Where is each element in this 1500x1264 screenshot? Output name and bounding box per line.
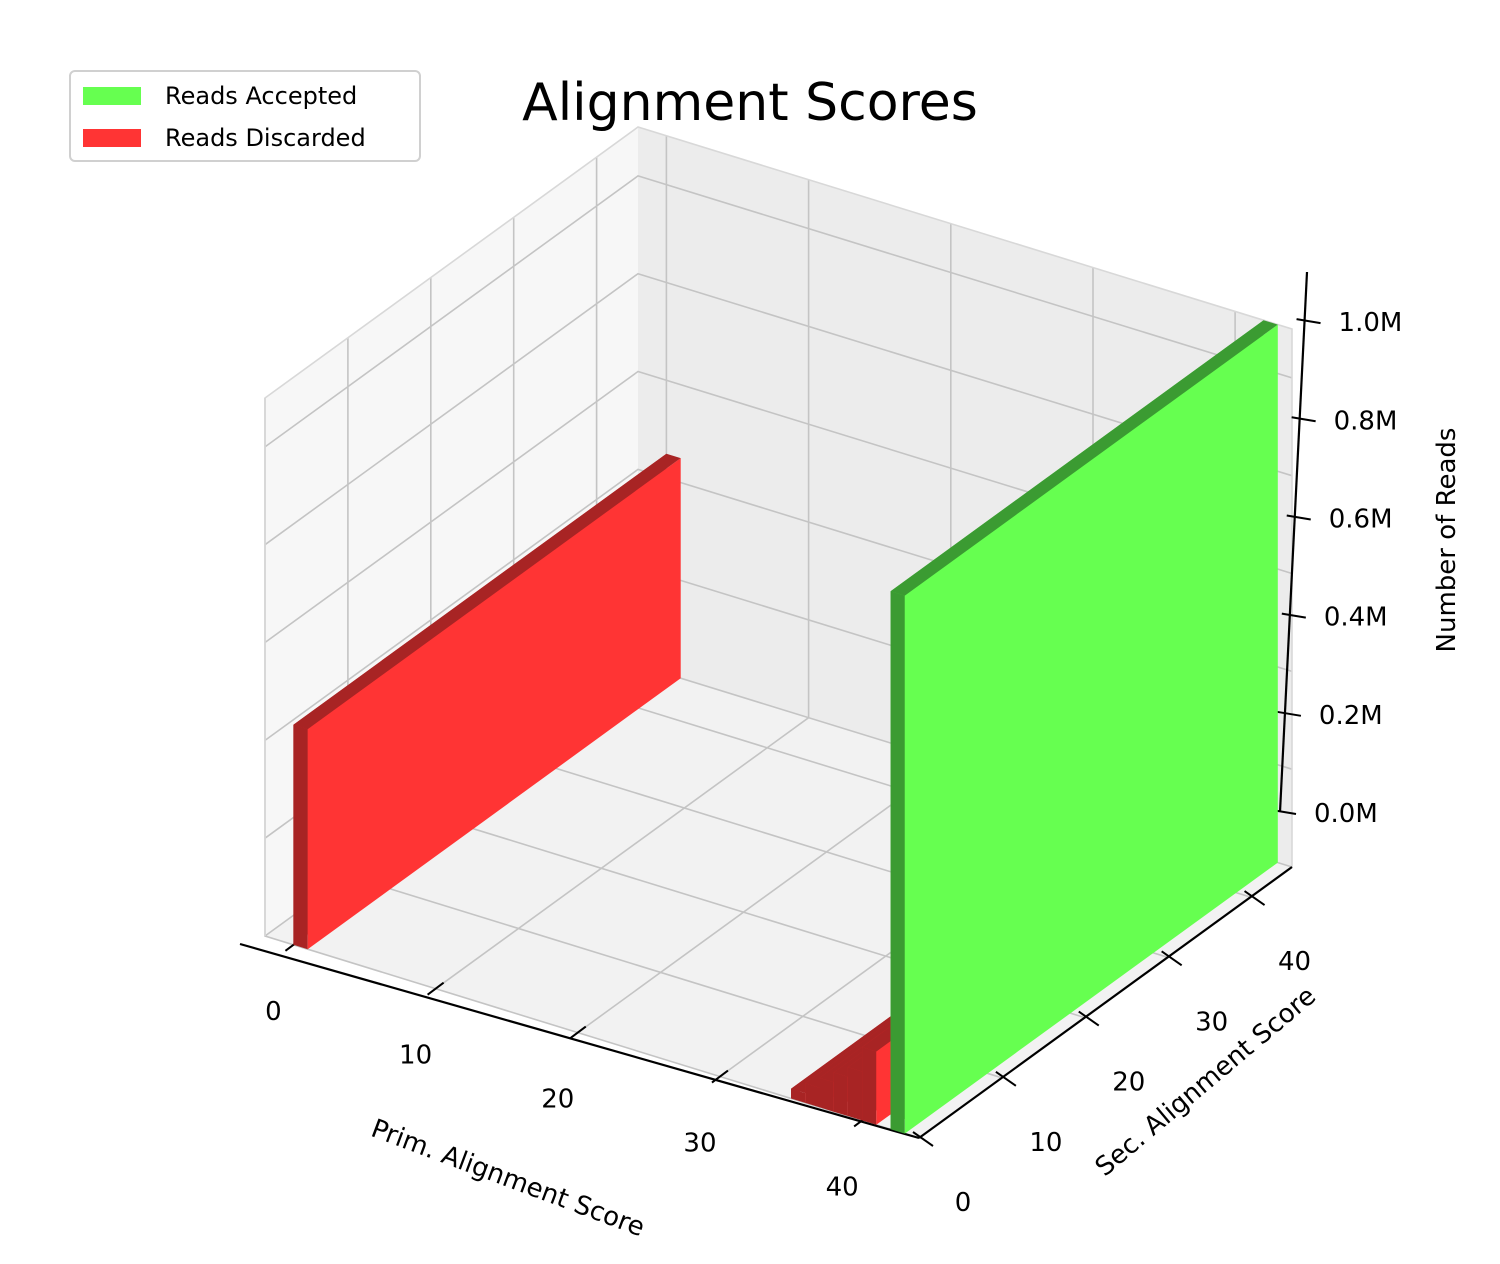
y-tick-label: 20	[1112, 1068, 1145, 1098]
legend-label-accepted: Reads Accepted	[165, 82, 358, 110]
bar-front-face	[833, 1072, 848, 1116]
y-tick	[1161, 950, 1183, 967]
z-tick	[1296, 318, 1321, 325]
chart-title: Alignment Scores	[522, 73, 978, 133]
z-tick	[1291, 416, 1316, 423]
z-tick	[1286, 514, 1311, 521]
y-tick	[1243, 890, 1266, 906]
x-tick-label: 20	[541, 1085, 574, 1115]
bar-top-face	[293, 453, 681, 730]
x-tick	[711, 1069, 729, 1084]
y-tick-label: 10	[1029, 1128, 1062, 1158]
bar-front-face	[819, 1077, 834, 1112]
y-tick	[995, 1070, 1017, 1087]
legend: Reads Accepted Reads Discarded	[69, 70, 421, 162]
y-tick	[912, 1131, 934, 1147]
legend-item-accepted: Reads Accepted	[83, 82, 358, 110]
bar-front-face	[791, 1088, 806, 1103]
x-tick-label: 10	[399, 1041, 432, 1071]
y-axis-line	[918, 866, 1293, 1139]
pane-edges	[264, 126, 1293, 936]
z-tick	[1276, 710, 1302, 717]
z-tick-label: 0.4M	[1324, 603, 1388, 633]
z-tick-label: 0.8M	[1334, 406, 1398, 436]
z-axis-line	[1278, 271, 1309, 813]
z-axis-label: Number of Reads	[1432, 428, 1462, 653]
legend-label-discarded: Reads Discarded	[165, 124, 366, 152]
legend-swatch-accepted	[83, 87, 141, 105]
gridline-z	[264, 272, 1293, 546]
x-axis-label: Prim. Alignment Score	[367, 1114, 648, 1243]
x-tick-label: 30	[683, 1129, 716, 1159]
bar-reads-discarded	[293, 453, 681, 950]
y-tick-label: 30	[1195, 1007, 1228, 1037]
x-tick	[427, 981, 445, 996]
y-tick-label: 0	[955, 1188, 972, 1218]
z-tick-label: 1.0M	[1339, 308, 1403, 338]
z-tick-label: 0.6M	[1329, 504, 1393, 534]
x-tick	[569, 1025, 587, 1040]
gridline-z	[264, 175, 1293, 448]
bar-right-face	[904, 324, 1278, 1134]
bars	[293, 320, 1278, 1134]
x-axis-line	[239, 942, 920, 1140]
legend-swatch-discarded	[83, 129, 141, 147]
y-tick-label: 40	[1278, 947, 1311, 977]
bar-front-face	[293, 724, 308, 950]
bar-front-face	[890, 591, 905, 1134]
y-tick	[1078, 1010, 1100, 1027]
bar-reads-accepted	[890, 320, 1278, 1134]
x-tick-label: 0	[265, 997, 282, 1027]
bar-top-face	[890, 320, 1278, 596]
bar-front-face	[847, 1067, 863, 1121]
z-tick-label: 0.2M	[1319, 701, 1383, 731]
bar-front-face	[862, 1047, 877, 1125]
legend-item-discarded: Reads Discarded	[83, 124, 366, 152]
z-tick	[1281, 612, 1306, 619]
x-tick-label: 40	[826, 1172, 859, 1202]
bar-right-face	[307, 458, 681, 950]
bar-front-face	[805, 1083, 820, 1108]
axes: 0 10 20 30 40 0 10 20 30 40 0.0M 0.2M 0.4M 0.6M 0.8M 1.…	[239, 271, 1403, 1218]
z-tick-label: 0.0M	[1314, 799, 1378, 829]
